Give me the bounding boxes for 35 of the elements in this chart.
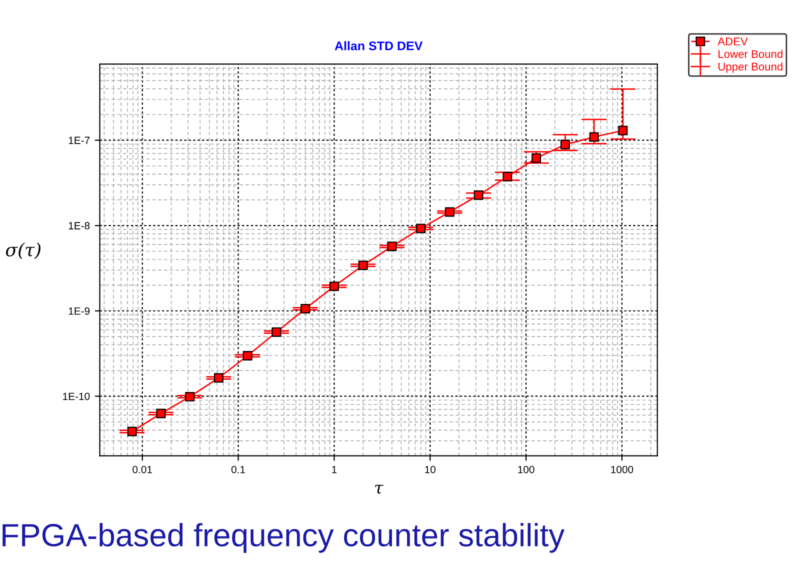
point — [387, 242, 397, 252]
point — [329, 282, 339, 292]
point — [300, 304, 310, 314]
text: FPGA-based frequency counter stability — [2, 523, 565, 553]
point — [416, 224, 426, 234]
x-tick-label: 1 — [332, 466, 337, 474]
y-tick-label: 1E-7 — [68, 136, 90, 144]
point — [589, 132, 599, 142]
point — [474, 190, 484, 200]
point — [242, 351, 252, 360]
point — [127, 426, 137, 436]
text: Upper Bound — [718, 62, 782, 73]
text: Lower Bound — [718, 50, 782, 58]
x-tick-label: 0.1 — [231, 466, 245, 474]
x-tick-label: 1000 — [611, 466, 634, 474]
x-tick-label: 10 — [425, 466, 436, 474]
point — [185, 392, 195, 402]
y-tick-label: 1E-9 — [68, 307, 90, 315]
point — [618, 126, 628, 136]
point — [156, 408, 166, 418]
point — [272, 327, 282, 337]
x-axis-title: τ — [375, 484, 384, 494]
point — [532, 153, 542, 163]
point — [214, 373, 224, 383]
x-tick-label: 100 — [518, 466, 534, 474]
point — [502, 172, 512, 182]
legend-label: ADEV — [718, 38, 748, 46]
point — [444, 207, 454, 217]
chart-subtitle: Allan STD DEV — [334, 41, 423, 50]
y-tick-label: 1E-8 — [68, 222, 90, 230]
point — [358, 260, 368, 270]
y-axis-title: σ(τ) — [6, 242, 40, 260]
y-tick-label: 1E-10 — [63, 392, 90, 400]
point — [560, 140, 570, 150]
x-tick-label: 0.01 — [132, 466, 152, 474]
